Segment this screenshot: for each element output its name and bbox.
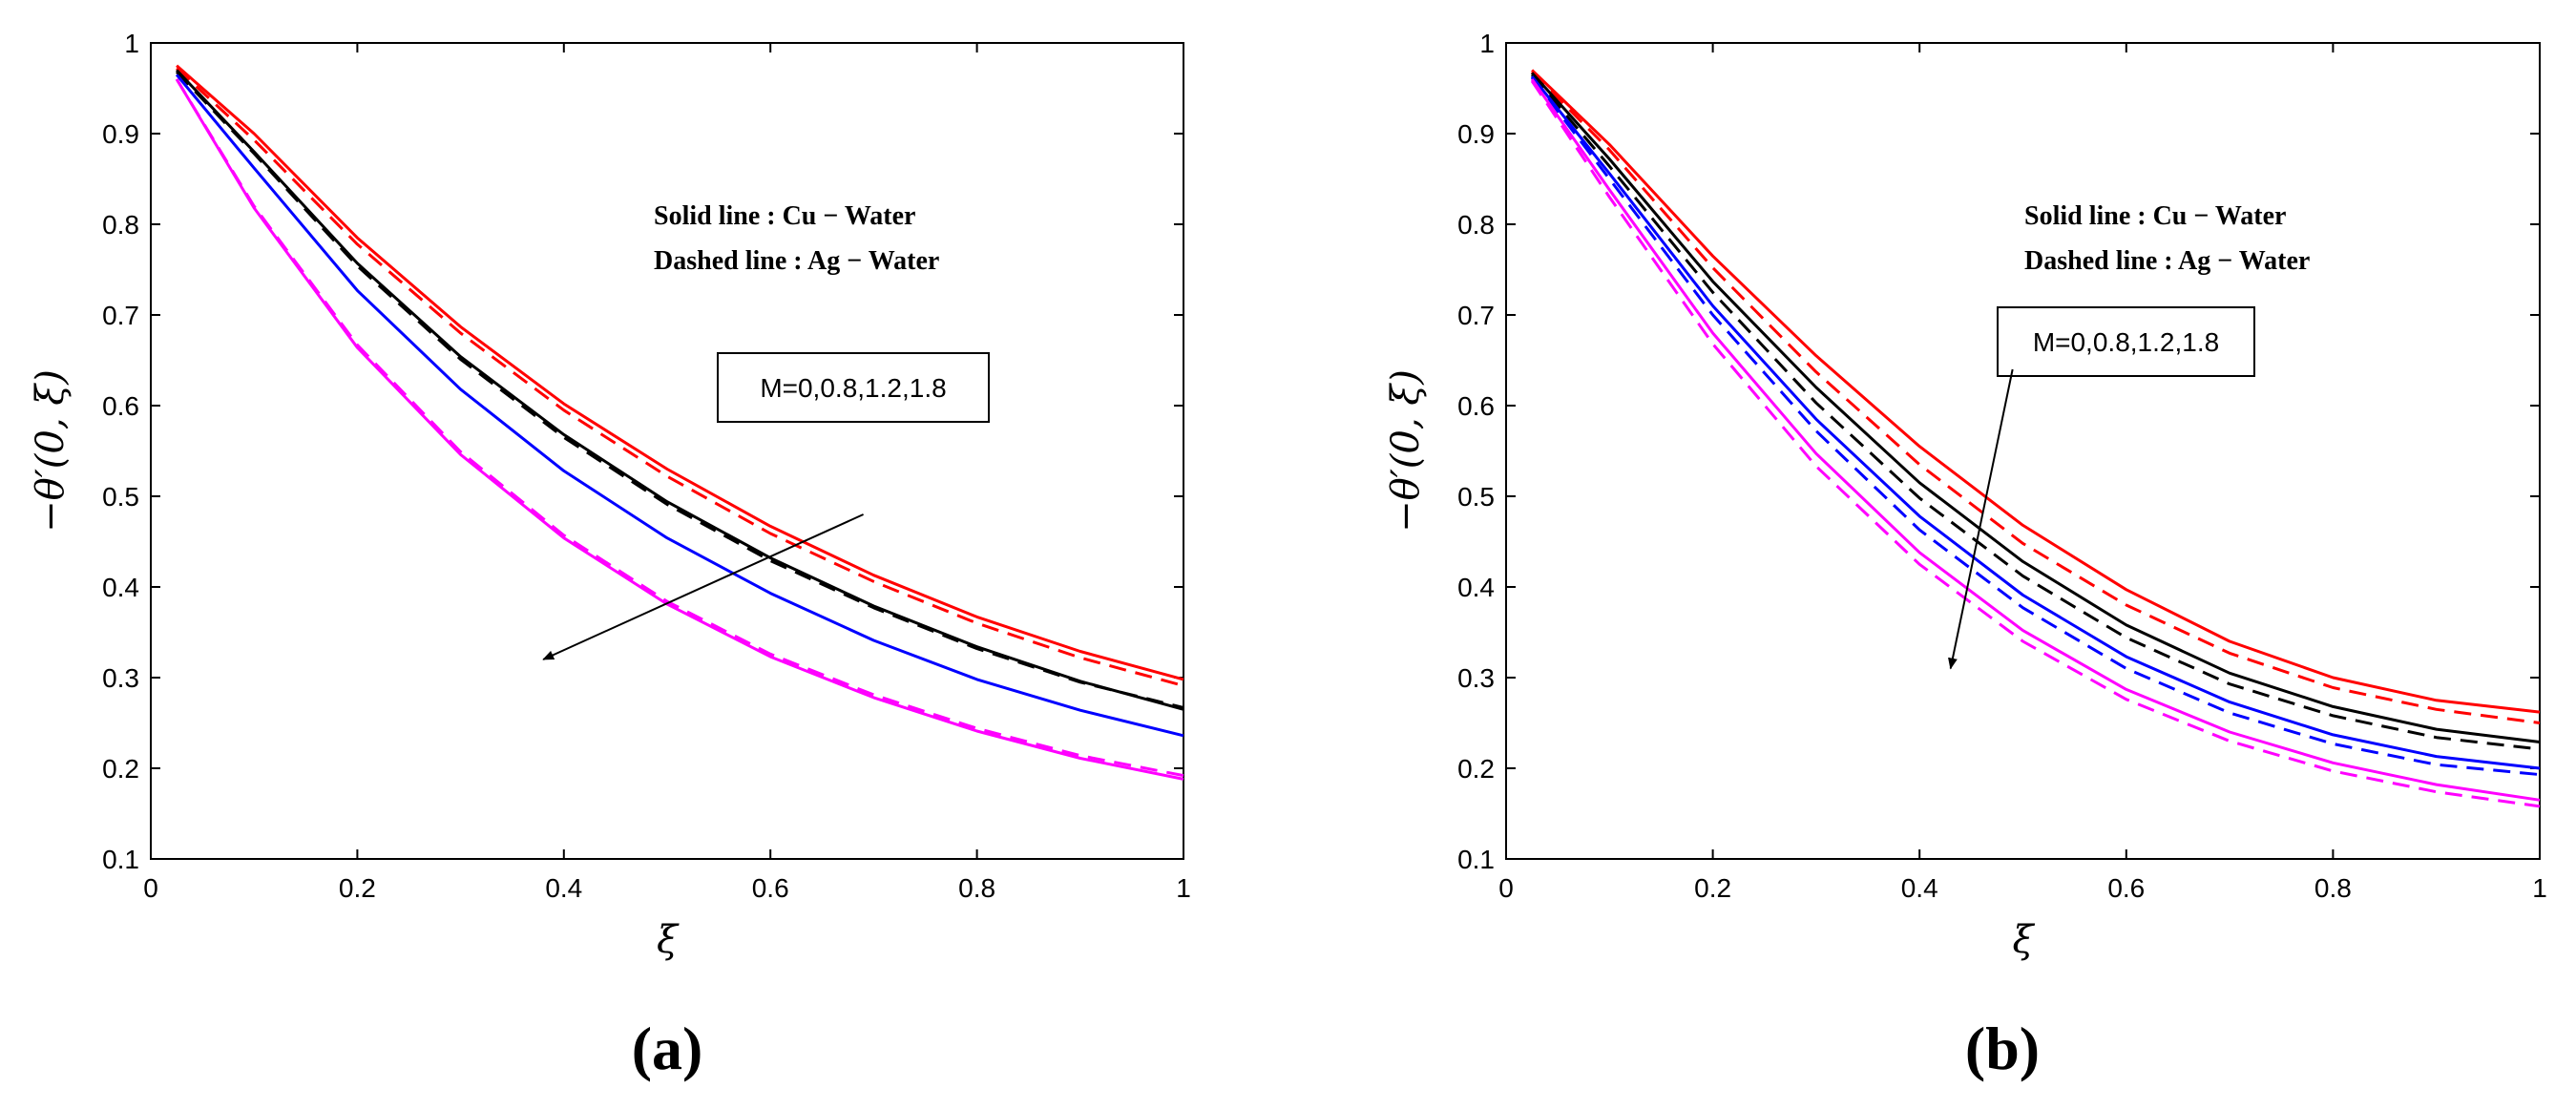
panel-label: (a) (632, 1015, 703, 1082)
y-tick-label: 1 (124, 29, 139, 58)
y-tick-label: 0.1 (102, 845, 139, 874)
legend-dashed-line: Dashed line : Ag − Water (654, 246, 939, 276)
y-tick-label: 0.7 (1457, 301, 1495, 330)
x-tick-label: 0.6 (752, 873, 789, 903)
plot-frame (1505, 42, 2541, 860)
y-tick-label: 0.9 (102, 119, 139, 149)
series-line-0 (176, 64, 1184, 681)
y-tick-label: 0.2 (1457, 754, 1495, 784)
y-tick-label: 0.8 (102, 210, 139, 240)
panel-label: (b) (1965, 1015, 2040, 1082)
x-axis-label: ξ (2012, 918, 2035, 962)
y-tick-label: 0.9 (1457, 119, 1495, 149)
y-tick-label: 0.5 (102, 482, 139, 512)
x-tick-label: 0.6 (2107, 873, 2145, 903)
y-tick-label: 0.3 (1457, 663, 1495, 693)
y-tick-label: 0.5 (1457, 482, 1495, 512)
series-line-6 (1530, 78, 2541, 802)
y-axis-label: −θ′(0, ξ) (1384, 369, 1428, 533)
x-tick-label: 0.8 (2314, 873, 2352, 903)
y-tick-label: 0.1 (1457, 845, 1495, 874)
y-tick-label: 0.8 (1457, 210, 1495, 240)
chart-panel-b: 0 0.2 0.4 0.6 0.8 1 0.1 0.2 0.3 0.4 0.5 0.6 0.7 0.8 0.… (1384, 29, 2547, 1082)
plot-frame (150, 42, 1184, 860)
x-axis-label: ξ (657, 918, 680, 962)
y-tick-label: 0.4 (1457, 573, 1495, 602)
x-tick-label: 0.8 (958, 873, 995, 903)
x-tick-label: 0 (143, 873, 158, 903)
series-line-5 (175, 78, 1184, 781)
annotation-text: M=0,0.8,1.2,1.8 (2033, 327, 2219, 357)
legend-solid-line: Solid line : Cu − Water (654, 201, 915, 231)
annotation-box (717, 352, 990, 423)
annotation-text: M=0,0.8,1.2,1.8 (760, 373, 946, 403)
series-line-2 (1530, 72, 2541, 743)
series-line-0 (1531, 69, 2541, 714)
y-tick-label: 0.3 (102, 663, 139, 693)
x-tick-label: 0.4 (1901, 873, 1938, 903)
series-line-1 (1531, 71, 2541, 724)
y-axis-label: −θ′(0, ξ) (29, 369, 73, 533)
x-tick-label: 0.2 (1694, 873, 1731, 903)
y-tick-label: 0.7 (102, 301, 139, 330)
x-tick-label: 1 (1176, 873, 1191, 903)
annotation-box (1997, 306, 2255, 377)
x-tick-label: 0 (1498, 873, 1514, 903)
x-tick-label: 0.4 (545, 873, 582, 903)
chart-panel-a: 0 0.2 0.4 0.6 0.8 1 0.1 0.2 0.3 0.4 0.5 0.6 0.7 0.8 0.… (29, 29, 1191, 1082)
series-line-5 (1530, 76, 2541, 777)
y-tick-label: 1 (1479, 29, 1495, 58)
annotation-arrow (542, 513, 864, 660)
y-tick-label: 0.6 (1457, 391, 1495, 421)
series-line-4 (1530, 75, 2541, 770)
series-line-4 (175, 73, 1184, 738)
annotation-arrow (1948, 368, 2014, 670)
legend-solid-line: Solid line : Cu − Water (2024, 201, 2286, 231)
series-line-1 (176, 67, 1184, 687)
legend-dashed-line: Dashed line : Ag − Water (2024, 246, 2310, 276)
series-line-3 (1530, 73, 2541, 751)
y-tick-label: 0.4 (102, 573, 139, 602)
y-tick-label: 0.2 (102, 754, 139, 784)
series-line-2 (176, 69, 1184, 711)
series-line-3 (176, 71, 1184, 709)
x-tick-label: 0.2 (339, 873, 376, 903)
series-line-7 (1530, 80, 2541, 808)
x-tick-label: 1 (2532, 873, 2547, 903)
series-line-6 (175, 78, 1184, 778)
y-tick-label: 0.6 (102, 391, 139, 421)
